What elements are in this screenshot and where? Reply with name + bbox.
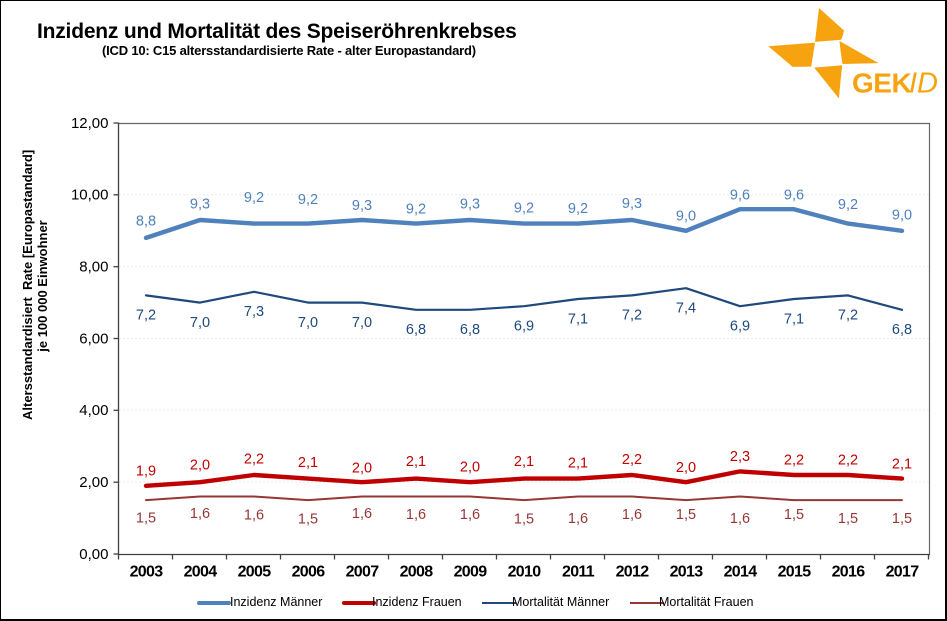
svg-text:9,0: 9,0: [892, 207, 912, 223]
svg-text:2011: 2011: [562, 564, 595, 581]
svg-text:6,8: 6,8: [892, 322, 912, 338]
svg-text:1,6: 1,6: [406, 507, 426, 523]
svg-text:10,00: 10,00: [71, 187, 109, 204]
svg-text:9,2: 9,2: [244, 190, 264, 206]
svg-text:2,0: 2,0: [460, 460, 480, 476]
svg-text:9,2: 9,2: [514, 201, 534, 217]
svg-text:2003: 2003: [130, 564, 164, 581]
svg-text:2015: 2015: [778, 564, 812, 581]
svg-text:2,1: 2,1: [298, 455, 318, 471]
svg-text:7,0: 7,0: [298, 315, 318, 331]
svg-text:9,2: 9,2: [298, 192, 318, 208]
svg-text:9,3: 9,3: [622, 196, 642, 212]
svg-text:7,1: 7,1: [568, 311, 588, 327]
svg-text:2017: 2017: [886, 564, 920, 581]
svg-text:ID: ID: [909, 68, 938, 100]
svg-text:7,4: 7,4: [676, 301, 696, 317]
svg-text:2008: 2008: [400, 564, 434, 581]
svg-text:1,6: 1,6: [352, 506, 372, 522]
svg-text:2,2: 2,2: [622, 452, 642, 468]
svg-text:1,5: 1,5: [136, 511, 156, 527]
svg-text:7,2: 7,2: [622, 308, 642, 324]
svg-text:1,9: 1,9: [136, 463, 156, 479]
svg-text:1,6: 1,6: [730, 511, 750, 527]
svg-text:2010: 2010: [508, 564, 542, 581]
svg-text:1,5: 1,5: [784, 507, 804, 523]
svg-text:2013: 2013: [670, 564, 704, 581]
svg-text:1,6: 1,6: [460, 507, 480, 523]
svg-text:1,5: 1,5: [298, 511, 318, 527]
svg-text:4,00: 4,00: [79, 402, 108, 419]
svg-text:6,00: 6,00: [79, 330, 108, 347]
svg-text:8,00: 8,00: [79, 259, 108, 276]
svg-text:6,9: 6,9: [514, 319, 534, 335]
svg-text:2005: 2005: [238, 564, 272, 581]
svg-text:7,2: 7,2: [136, 308, 156, 324]
svg-text:1,6: 1,6: [190, 506, 210, 522]
svg-text:2009: 2009: [454, 564, 488, 581]
svg-text:2007: 2007: [346, 564, 380, 581]
svg-text:2,2: 2,2: [784, 452, 804, 468]
svg-text:9,2: 9,2: [568, 201, 588, 217]
svg-text:2014: 2014: [724, 564, 758, 581]
svg-text:2006: 2006: [292, 564, 326, 581]
svg-text:2,2: 2,2: [244, 452, 264, 468]
svg-text:9,6: 9,6: [784, 188, 804, 204]
svg-text:2,3: 2,3: [730, 449, 750, 465]
svg-text:GEK: GEK: [852, 68, 911, 99]
svg-text:2,1: 2,1: [514, 454, 534, 470]
svg-text:9,2: 9,2: [406, 201, 426, 217]
svg-text:2,0: 2,0: [676, 460, 696, 476]
svg-text:7,1: 7,1: [784, 311, 804, 327]
svg-text:9,2: 9,2: [838, 197, 858, 213]
svg-text:1,5: 1,5: [892, 511, 912, 527]
svg-text:9,3: 9,3: [460, 197, 480, 213]
svg-text:12,00: 12,00: [71, 115, 109, 132]
svg-text:1,6: 1,6: [244, 507, 264, 523]
svg-text:0,00: 0,00: [79, 546, 108, 563]
svg-text:2,1: 2,1: [892, 457, 912, 473]
svg-text:2,00: 2,00: [79, 474, 108, 491]
svg-text:2016: 2016: [832, 564, 866, 581]
svg-text:1,5: 1,5: [676, 507, 696, 523]
svg-text:9,0: 9,0: [676, 209, 696, 225]
svg-text:9,3: 9,3: [190, 197, 210, 213]
svg-text:2012: 2012: [616, 564, 650, 581]
svg-text:2,0: 2,0: [190, 457, 210, 473]
svg-text:1,6: 1,6: [568, 511, 588, 527]
svg-text:9,3: 9,3: [352, 198, 372, 214]
svg-text:1,5: 1,5: [838, 511, 858, 527]
svg-text:6,8: 6,8: [406, 322, 426, 338]
svg-text:9,6: 9,6: [730, 188, 750, 204]
svg-text:7,0: 7,0: [190, 315, 210, 331]
svg-text:2,2: 2,2: [838, 452, 858, 468]
svg-text:7,3: 7,3: [244, 304, 264, 320]
svg-text:7,2: 7,2: [838, 308, 858, 324]
svg-text:2,1: 2,1: [406, 454, 426, 470]
svg-text:7,0: 7,0: [352, 315, 372, 331]
svg-text:2,1: 2,1: [568, 456, 588, 472]
svg-text:2004: 2004: [184, 564, 218, 581]
svg-text:2,0: 2,0: [352, 460, 372, 476]
svg-text:1,5: 1,5: [514, 511, 534, 527]
svg-text:6,9: 6,9: [730, 319, 750, 335]
svg-text:6,8: 6,8: [460, 322, 480, 338]
svg-text:8,8: 8,8: [136, 213, 156, 229]
svg-text:1,6: 1,6: [622, 507, 642, 523]
